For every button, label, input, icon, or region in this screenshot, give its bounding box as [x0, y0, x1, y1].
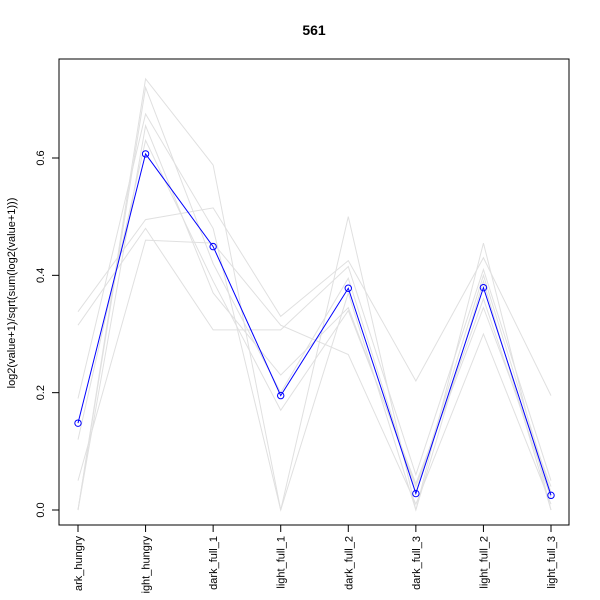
x-tick-label: ight_hungry	[141, 536, 153, 594]
background-series-line	[77, 138, 552, 487]
x-tick-label: light_full_1	[276, 536, 288, 589]
y-axis: 0.0 0.2 0.4 0.6	[35, 150, 59, 518]
y-axis-label: log2(value+1)/sqrt(sum(log2(value+1)))	[6, 198, 18, 389]
x-tick-label: light_full_3	[546, 536, 558, 589]
x-tick-label: dark_full_2	[343, 536, 355, 590]
highlight-point	[547, 491, 555, 500]
x-tick-label: dark_full_1	[208, 536, 220, 590]
highlight-point	[412, 489, 420, 498]
y-tick-label: 0.0	[35, 502, 47, 517]
background-series-line	[77, 85, 552, 511]
highlight-series-group	[74, 150, 555, 500]
y-tick-label: 0.4	[35, 268, 47, 283]
highlight-point	[74, 419, 82, 427]
background-series-line	[77, 207, 552, 396]
background-series-line	[77, 112, 552, 512]
background-series-line	[77, 77, 552, 511]
plot-frame	[58, 58, 570, 526]
background-series-line	[77, 227, 552, 481]
x-tick-label: light_full_2	[478, 536, 490, 589]
highlight-series-line	[77, 152, 552, 496]
highlight-point	[479, 283, 488, 292]
chart-title: 561	[302, 22, 326, 38]
highlight-point	[141, 150, 150, 158]
background-series-line	[77, 239, 552, 506]
highlight-point	[344, 284, 352, 292]
highlight-point	[277, 391, 285, 400]
y-tick-label: 0.2	[35, 385, 47, 400]
background-series-line	[77, 123, 552, 511]
x-axis: ark_hungry ight_hungry dark_full_1 light_fu…	[73, 525, 558, 594]
background-series-group	[77, 77, 552, 512]
x-tick-label: ark_hungry	[73, 536, 85, 592]
highlight-point	[209, 242, 217, 251]
x-tick-label: dark_full_3	[411, 536, 423, 590]
y-tick-label: 0.6	[35, 150, 47, 165]
